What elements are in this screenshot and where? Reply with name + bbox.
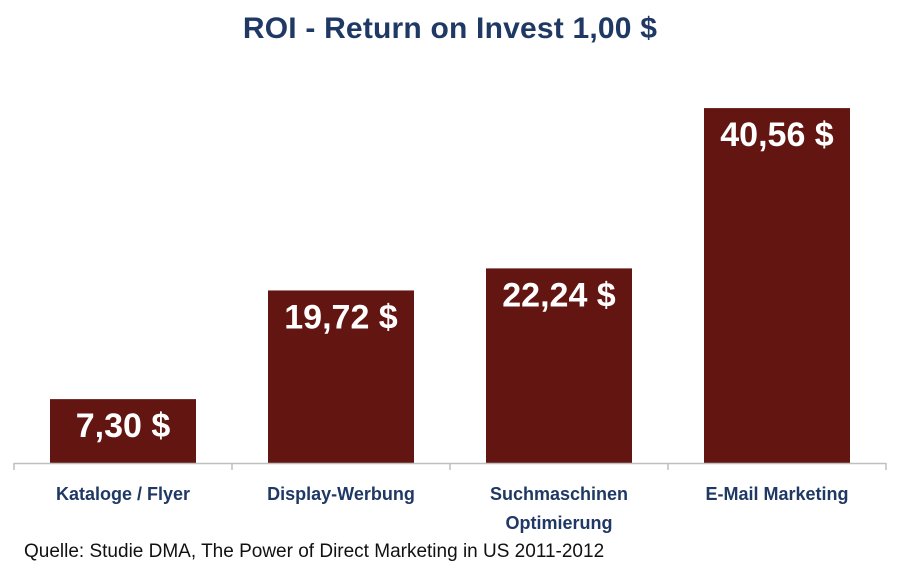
x-axis-ticks [13, 463, 887, 470]
bar-2 [486, 268, 632, 463]
bar-0 [50, 399, 196, 463]
source-note: Quelle: Studie DMA, The Power of Direct … [24, 541, 605, 562]
category-label-1: Display-Werbung [267, 484, 415, 504]
category-labels: Kataloge / Flyer Display-Werbung Suchmasch… [56, 484, 849, 533]
bar-3 [704, 108, 850, 463]
bar-data-label-2: 22,24 $ [502, 276, 616, 314]
category-label-3: E-Mail Marketing [705, 484, 848, 504]
category-label-2-line-1: Optimierung [506, 513, 613, 533]
bar-1 [268, 290, 414, 463]
category-label-0: Kataloge / Flyer [56, 484, 190, 504]
chart-title: ROI - Return on Invest 1,00 $ [242, 12, 658, 45]
bar-data-label-1: 19,72 $ [284, 298, 398, 336]
category-label-2-line-0: Suchmaschinen [490, 484, 628, 504]
bar-data-label-3: 40,56 $ [720, 116, 834, 154]
bars-layer: 7,30 $ 19,72 $ 22,24 $ 40,56 $ [50, 108, 850, 463]
bar-data-label-0: 7,30 $ [76, 407, 171, 445]
